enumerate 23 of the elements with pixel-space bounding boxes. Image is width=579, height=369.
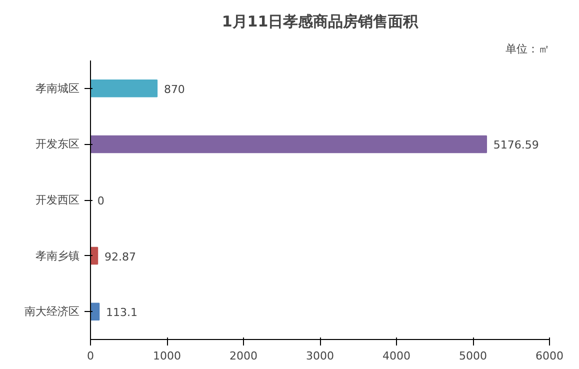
bar xyxy=(90,80,158,98)
chart-title: 1月11日孝感商品房销售面积 xyxy=(222,12,420,30)
data-label: 870 xyxy=(164,82,185,96)
x-tick-label: 2000 xyxy=(230,350,258,362)
data-label: 0 xyxy=(97,194,104,208)
y-tick-label: 开发东区 xyxy=(36,138,80,151)
data-label: 5176.59 xyxy=(493,138,539,152)
y-tick-label: 南大经济区 xyxy=(24,305,80,318)
bar xyxy=(90,246,98,265)
y-tick-label: 孝南城区 xyxy=(36,82,80,95)
y-tick-label: 开发西区 xyxy=(36,194,80,206)
x-tick-label: 6000 xyxy=(536,350,564,362)
data-label: 113.1 xyxy=(106,306,138,320)
x-tick-label: 3000 xyxy=(306,350,334,362)
x-tick-label: 4000 xyxy=(382,350,411,362)
text: 单位：㎡ xyxy=(506,42,550,56)
bar xyxy=(90,135,488,154)
x-tick-label: 1000 xyxy=(153,350,182,362)
data-label: 92.87 xyxy=(104,250,136,264)
bar xyxy=(90,302,100,320)
y-tick-label: 孝南乡镇 xyxy=(36,249,80,262)
x-tick-label: 5000 xyxy=(459,350,488,362)
x-tick-label: 0 xyxy=(87,350,94,362)
